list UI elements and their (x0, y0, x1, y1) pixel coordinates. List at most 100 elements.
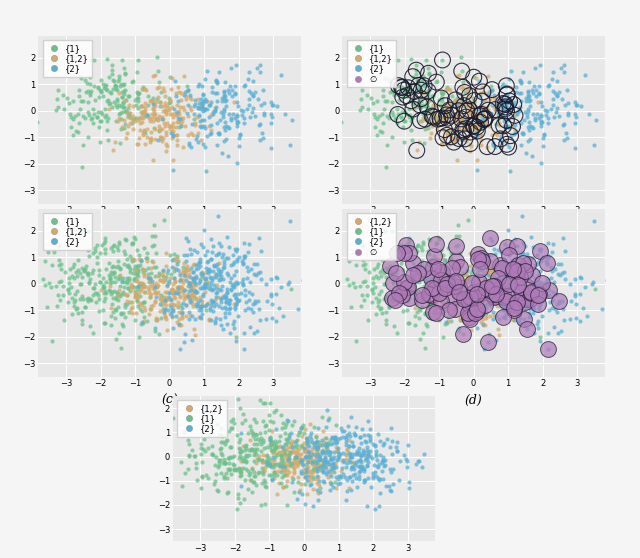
Point (276, 453, 287, 462)
Point (487, 112, 497, 121)
Point (122, 277, 132, 286)
Point (155, 101, 165, 110)
Point (49, 248, 59, 257)
Point (570, 119, 580, 128)
Point (516, 89, 526, 98)
Point (154, 127, 164, 136)
Point (487, 101, 497, 110)
Point (280, 109, 291, 118)
Point (229, 465, 239, 474)
Point (488, 307, 499, 316)
Point (480, 122, 490, 131)
Point (507, 266, 517, 275)
Point (411, 61, 421, 70)
Point (265, 443, 275, 452)
Point (355, 451, 365, 460)
Point (566, 296, 577, 305)
Point (161, 140, 172, 148)
Point (454, 288, 465, 297)
Point (332, 259, 342, 268)
Point (90, 283, 100, 292)
Point (467, 268, 477, 277)
Point (267, 112, 277, 121)
Point (175, 115, 186, 124)
Point (205, 273, 216, 282)
Point (234, 437, 244, 446)
Point (523, 94, 533, 103)
Point (436, 68, 447, 76)
Point (431, 102, 442, 110)
Point (405, 278, 415, 287)
Point (518, 301, 528, 310)
Point (358, 450, 369, 459)
Point (426, 274, 436, 283)
Point (169, 254, 179, 263)
Point (384, 482, 394, 490)
Point (488, 90, 499, 99)
Point (453, 106, 463, 115)
Point (107, 277, 117, 286)
Point (206, 234, 216, 243)
Point (369, 504, 380, 513)
Point (312, 456, 323, 465)
Point (490, 94, 500, 103)
Point (495, 134, 506, 143)
Point (426, 254, 436, 263)
Point (353, 248, 363, 257)
Point (264, 425, 275, 434)
Point (150, 134, 160, 143)
Point (287, 473, 297, 482)
Point (444, 111, 454, 120)
Point (180, 329, 190, 338)
Point (438, 333, 449, 341)
Point (442, 108, 452, 117)
Point (188, 335, 198, 344)
Point (339, 427, 349, 436)
Point (198, 107, 208, 116)
Point (445, 124, 456, 133)
Point (517, 293, 527, 302)
Point (223, 464, 234, 473)
Point (559, 120, 569, 129)
Point (243, 248, 253, 257)
Point (456, 288, 466, 297)
Point (523, 292, 533, 301)
Point (303, 448, 313, 456)
Point (397, 93, 408, 102)
Point (399, 137, 409, 146)
Point (347, 248, 357, 257)
Point (366, 93, 376, 102)
Point (319, 459, 329, 468)
Point (197, 301, 207, 310)
Point (174, 307, 184, 316)
Point (227, 442, 237, 451)
Point (433, 115, 443, 124)
Point (493, 273, 503, 282)
Point (543, 253, 553, 262)
Point (246, 446, 257, 455)
Point (139, 283, 149, 292)
Point (102, 97, 112, 105)
Point (392, 110, 403, 119)
Point (244, 296, 254, 305)
Point (133, 90, 143, 99)
Point (486, 236, 497, 245)
Point (472, 286, 482, 295)
Point (157, 124, 167, 133)
Point (99, 297, 109, 306)
Point (198, 105, 209, 114)
Point (323, 440, 333, 449)
Point (431, 268, 442, 277)
Point (557, 305, 568, 314)
Point (534, 89, 544, 98)
Point (291, 442, 301, 451)
Point (269, 408, 279, 417)
Point (544, 252, 554, 261)
Point (498, 99, 508, 108)
Point (304, 448, 314, 456)
Point (238, 464, 248, 473)
Point (443, 107, 453, 116)
Point (341, 455, 351, 464)
Point (415, 82, 425, 91)
Point (435, 308, 445, 317)
